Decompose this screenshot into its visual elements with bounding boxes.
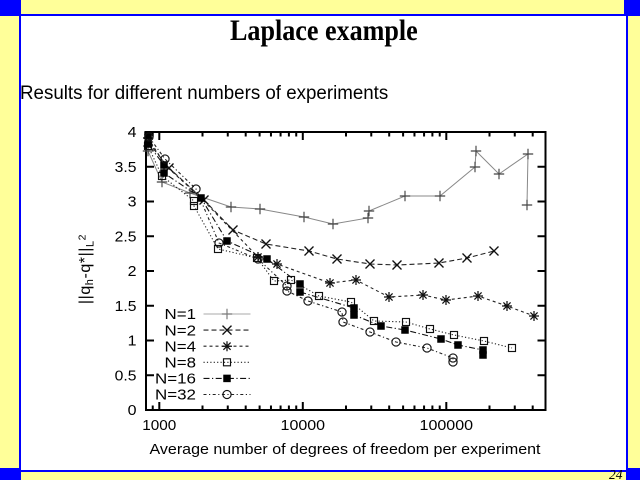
svg-text:N=1: N=1 [165, 307, 197, 323]
svg-text:N=32: N=32 [155, 388, 196, 404]
svg-text:3: 3 [128, 195, 137, 211]
svg-text:N=4: N=4 [165, 339, 197, 355]
svg-text:N=2: N=2 [165, 323, 197, 339]
svg-text:0: 0 [128, 403, 137, 419]
svg-text:1000: 1000 [142, 418, 176, 434]
svg-text:2.5: 2.5 [115, 229, 137, 245]
svg-text:10000: 10000 [281, 418, 326, 434]
svg-text:1.5: 1.5 [115, 299, 137, 315]
svg-text:||qh-q*||L2: ||qh-q*||L2 [77, 234, 97, 304]
svg-text:0.5: 0.5 [115, 368, 137, 384]
svg-text:4: 4 [128, 125, 137, 141]
svg-text:1: 1 [128, 334, 137, 350]
svg-text:N=16: N=16 [155, 372, 196, 388]
svg-text:N=8: N=8 [165, 356, 197, 372]
svg-text:2: 2 [128, 264, 137, 280]
svg-text:3.5: 3.5 [115, 160, 137, 176]
svg-text:100000: 100000 [420, 418, 474, 434]
svg-text:Average number of degrees of f: Average number of degrees of freedom per… [150, 442, 541, 458]
